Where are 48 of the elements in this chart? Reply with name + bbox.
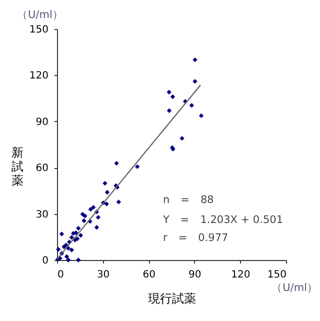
point (192, 57, 198, 62)
point (56, 247, 61, 252)
y-tick-label: 120 (29, 70, 48, 82)
text: （U/ml） (272, 282, 318, 294)
point (116, 200, 122, 204)
text: （U/ml） (17, 9, 64, 21)
annotation: r = 0.977 (163, 232, 228, 244)
point (94, 225, 100, 230)
point (104, 190, 110, 195)
point (192, 79, 198, 84)
x-tick-label: 60 (142, 270, 156, 280)
x-tick-label: 150 (267, 270, 286, 280)
point (90, 204, 96, 210)
point (76, 226, 81, 231)
point (96, 214, 101, 220)
y-tick-label: 150 (29, 24, 48, 36)
point (170, 94, 176, 100)
y-tick-label: 60 (36, 163, 48, 174)
point (69, 235, 74, 240)
point (180, 136, 184, 141)
x-axis-title: 現行試薬 (148, 292, 196, 306)
x-tick-label: 90 (188, 270, 202, 280)
point (78, 233, 84, 238)
y-axis-title: 新試薬 (12, 146, 24, 188)
annotation: n = 88 (163, 194, 214, 206)
point (59, 232, 64, 236)
y-tick-label: 90 (36, 116, 48, 128)
x-tick-label: 0 (58, 270, 64, 280)
point (82, 218, 86, 224)
x-tick-label: 30 (96, 270, 110, 280)
point (66, 258, 71, 262)
x-tick-label: 120 (231, 270, 250, 280)
point (166, 90, 172, 94)
point (104, 202, 109, 206)
point (69, 248, 74, 252)
y-tick-label: 0 (42, 256, 48, 266)
point (189, 103, 194, 108)
point (76, 258, 81, 262)
y-tick-label: 30 (36, 209, 48, 220)
point (166, 108, 172, 113)
point (134, 164, 140, 170)
point (88, 206, 93, 212)
point (102, 180, 108, 186)
point (198, 113, 204, 118)
point (114, 160, 119, 166)
point (64, 254, 70, 259)
annotation: Y = 1.203X + 0.501 (162, 214, 283, 226)
point (82, 214, 88, 218)
